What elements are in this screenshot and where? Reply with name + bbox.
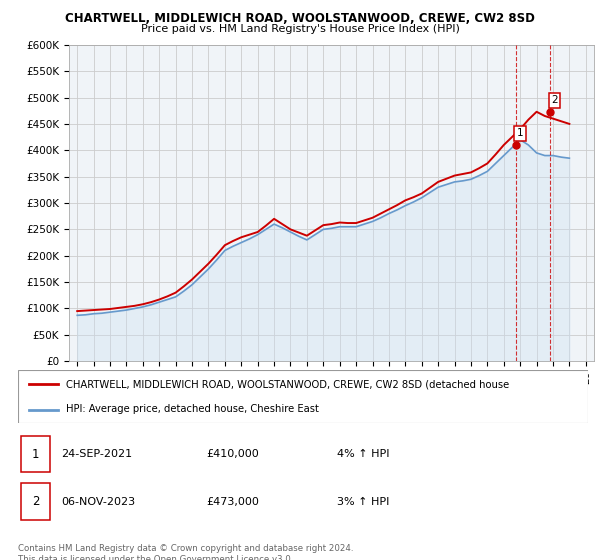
Text: CHARTWELL, MIDDLEWICH ROAD, WOOLSTANWOOD, CREWE, CW2 8SD (detached house: CHARTWELL, MIDDLEWICH ROAD, WOOLSTANWOOD… bbox=[67, 380, 510, 390]
Text: 06-NOV-2023: 06-NOV-2023 bbox=[61, 497, 135, 507]
Text: £410,000: £410,000 bbox=[206, 449, 259, 459]
Bar bbox=[21, 483, 50, 520]
Text: 2: 2 bbox=[551, 95, 558, 105]
Text: 1: 1 bbox=[517, 128, 523, 138]
Text: 2: 2 bbox=[32, 495, 40, 508]
Text: 1: 1 bbox=[32, 447, 40, 461]
Text: £473,000: £473,000 bbox=[206, 497, 259, 507]
Text: 24-SEP-2021: 24-SEP-2021 bbox=[61, 449, 132, 459]
Bar bbox=[21, 436, 50, 473]
Text: 4% ↑ HPI: 4% ↑ HPI bbox=[337, 449, 390, 459]
Text: CHARTWELL, MIDDLEWICH ROAD, WOOLSTANWOOD, CREWE, CW2 8SD: CHARTWELL, MIDDLEWICH ROAD, WOOLSTANWOOD… bbox=[65, 12, 535, 25]
Text: HPI: Average price, detached house, Cheshire East: HPI: Average price, detached house, Ches… bbox=[67, 404, 319, 414]
Text: Contains HM Land Registry data © Crown copyright and database right 2024.
This d: Contains HM Land Registry data © Crown c… bbox=[18, 544, 353, 560]
Text: Price paid vs. HM Land Registry's House Price Index (HPI): Price paid vs. HM Land Registry's House … bbox=[140, 24, 460, 34]
Text: 3% ↑ HPI: 3% ↑ HPI bbox=[337, 497, 389, 507]
